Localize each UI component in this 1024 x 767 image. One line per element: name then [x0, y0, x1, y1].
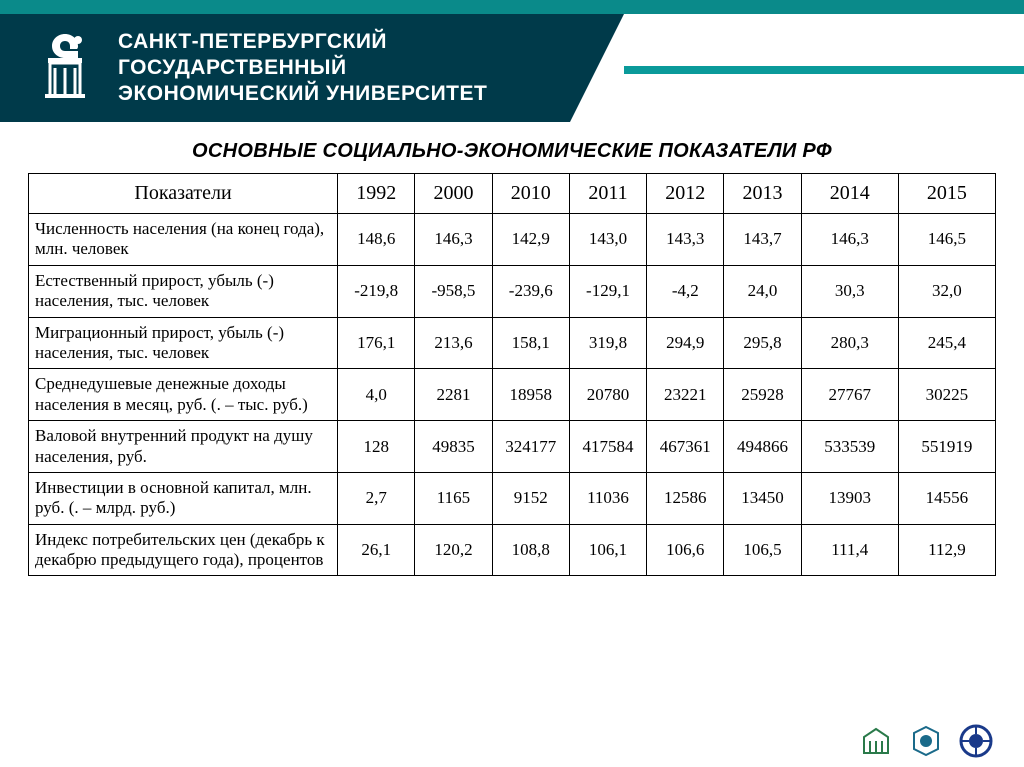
partner-logo-1-icon — [858, 723, 894, 759]
cell-value: 1165 — [415, 472, 492, 524]
cell-value: 143,7 — [724, 214, 801, 266]
cell-value: 106,1 — [569, 524, 646, 576]
cell-value: 20780 — [569, 369, 646, 421]
year-col: 2013 — [724, 174, 801, 214]
year-col: 2000 — [415, 174, 492, 214]
cell-value: 18958 — [492, 369, 569, 421]
logo-block: САНКТ-ПЕТЕРБУРГСКИЙ ГОСУДАРСТВЕННЫЙ ЭКОН… — [30, 28, 487, 108]
cell-value: 280,3 — [801, 317, 898, 369]
cell-value: 494866 — [724, 421, 801, 473]
cell-value: 9152 — [492, 472, 569, 524]
row-label: Среднедушевые денежные доходы населения … — [29, 369, 338, 421]
year-col: 1992 — [338, 174, 415, 214]
uni-line-1: САНКТ-ПЕТЕРБУРГСКИЙ — [118, 29, 487, 55]
cell-value: -219,8 — [338, 265, 415, 317]
table-row: Инвестиции в основной капитал, млн. руб.… — [29, 472, 996, 524]
partner-logo-2-icon — [908, 723, 944, 759]
university-logo-icon — [30, 28, 100, 108]
table-container: Показатели 1992 2000 2010 2011 2012 2013… — [0, 173, 1024, 576]
uni-line-3: ЭКОНОМИЧЕСКИЙ УНИВЕРСИТЕТ — [118, 81, 487, 107]
cell-value: -958,5 — [415, 265, 492, 317]
table-row: Миграционный прирост, убыль (-) населени… — [29, 317, 996, 369]
row-label: Индекс потребительских цен (декабрь к де… — [29, 524, 338, 576]
cell-value: 25928 — [724, 369, 801, 421]
header-band: САНКТ-ПЕТЕРБУРГСКИЙ ГОСУДАРСТВЕННЫЙ ЭКОН… — [0, 0, 1024, 122]
table-row: Индекс потребительских цен (декабрь к де… — [29, 524, 996, 576]
cell-value: 111,4 — [801, 524, 898, 576]
cell-value: -239,6 — [492, 265, 569, 317]
cell-value: 213,6 — [415, 317, 492, 369]
cell-value: -4,2 — [647, 265, 724, 317]
cell-value: 551919 — [898, 421, 995, 473]
cell-value: 158,1 — [492, 317, 569, 369]
table-row: Численность населения (на конец года), м… — [29, 214, 996, 266]
cell-value: 26,1 — [338, 524, 415, 576]
cell-value: 2,7 — [338, 472, 415, 524]
row-label: Валовой внутренний продукт на душу насел… — [29, 421, 338, 473]
cell-value: 245,4 — [898, 317, 995, 369]
row-label: Численность населения (на конец года), м… — [29, 214, 338, 266]
row-label: Миграционный прирост, убыль (-) населени… — [29, 317, 338, 369]
year-col: 2012 — [647, 174, 724, 214]
cell-value: 467361 — [647, 421, 724, 473]
page-title: ОСНОВНЫЕ СОЦИАЛЬНО-ЭКОНОМИЧЕСКИЕ ПОКАЗАТ… — [0, 140, 1024, 163]
cell-value: 295,8 — [724, 317, 801, 369]
cell-value: 294,9 — [647, 317, 724, 369]
year-col: 2014 — [801, 174, 898, 214]
cell-value: 112,9 — [898, 524, 995, 576]
cell-value: 143,3 — [647, 214, 724, 266]
cell-value: 13450 — [724, 472, 801, 524]
cell-value: 176,1 — [338, 317, 415, 369]
university-name: САНКТ-ПЕТЕРБУРГСКИЙ ГОСУДАРСТВЕННЫЙ ЭКОН… — [118, 29, 487, 108]
uni-line-2: ГОСУДАРСТВЕННЫЙ — [118, 55, 487, 81]
cell-value: 106,6 — [647, 524, 724, 576]
cell-value: 324177 — [492, 421, 569, 473]
dark-band: САНКТ-ПЕТЕРБУРГСКИЙ ГОСУДАРСТВЕННЫЙ ЭКОН… — [0, 14, 570, 122]
cell-value: 143,0 — [569, 214, 646, 266]
table-row: Естественный прирост, убыль (-) населени… — [29, 265, 996, 317]
header-label: Показатели — [29, 174, 338, 214]
year-col: 2015 — [898, 174, 995, 214]
cell-value: 146,5 — [898, 214, 995, 266]
teal-line — [624, 66, 1024, 74]
table-row: Валовой внутренний продукт на душу насел… — [29, 421, 996, 473]
cell-value: 14556 — [898, 472, 995, 524]
cell-value: -129,1 — [569, 265, 646, 317]
cell-value: 11036 — [569, 472, 646, 524]
year-col: 2011 — [569, 174, 646, 214]
year-col: 2010 — [492, 174, 569, 214]
cell-value: 49835 — [415, 421, 492, 473]
cell-value: 142,9 — [492, 214, 569, 266]
cell-value: 533539 — [801, 421, 898, 473]
cell-value: 417584 — [569, 421, 646, 473]
cell-value: 106,5 — [724, 524, 801, 576]
cell-value: 120,2 — [415, 524, 492, 576]
cell-value: 4,0 — [338, 369, 415, 421]
cell-value: 108,8 — [492, 524, 569, 576]
cell-value: 30225 — [898, 369, 995, 421]
footer-logos — [858, 723, 994, 759]
row-label: Естественный прирост, убыль (-) населени… — [29, 265, 338, 317]
cell-value: 12586 — [647, 472, 724, 524]
cell-value: 23221 — [647, 369, 724, 421]
cell-value: 24,0 — [724, 265, 801, 317]
table-header-row: Показатели 1992 2000 2010 2011 2012 2013… — [29, 174, 996, 214]
table-row: Среднедушевые денежные доходы населения … — [29, 369, 996, 421]
row-label: Инвестиции в основной капитал, млн. руб.… — [29, 472, 338, 524]
cell-value: 148,6 — [338, 214, 415, 266]
cell-value: 146,3 — [801, 214, 898, 266]
teal-strip — [0, 0, 1024, 14]
cell-value: 30,3 — [801, 265, 898, 317]
cell-value: 128 — [338, 421, 415, 473]
indicators-table: Показатели 1992 2000 2010 2011 2012 2013… — [28, 173, 996, 576]
cell-value: 146,3 — [415, 214, 492, 266]
cell-value: 27767 — [801, 369, 898, 421]
cell-value: 13903 — [801, 472, 898, 524]
cell-value: 32,0 — [898, 265, 995, 317]
cell-value: 319,8 — [569, 317, 646, 369]
cell-value: 2281 — [415, 369, 492, 421]
partner-logo-3-icon — [958, 723, 994, 759]
